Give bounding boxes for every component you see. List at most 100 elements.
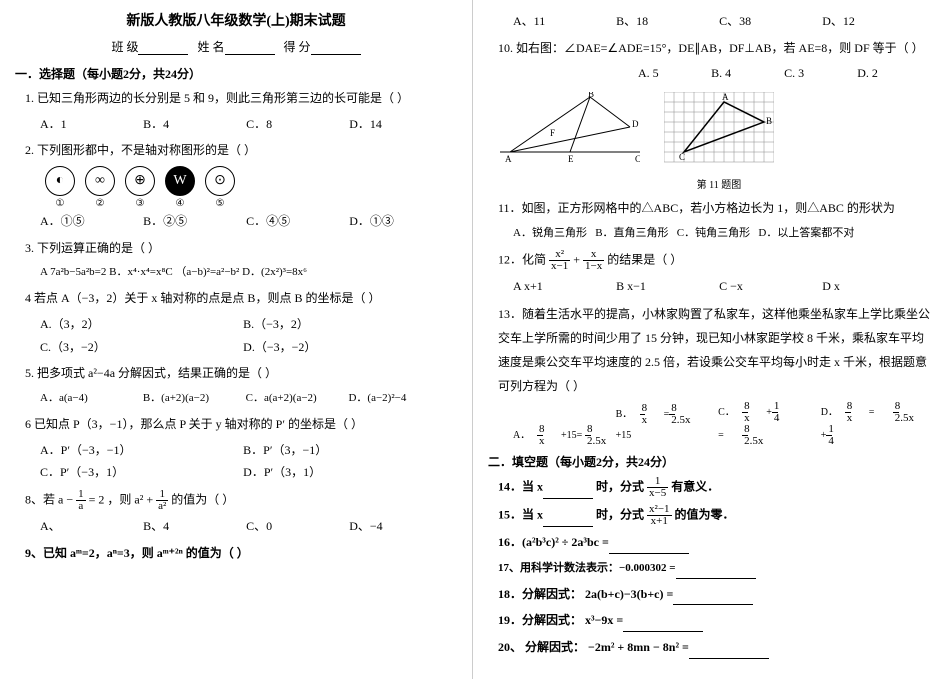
q7-b: B、4 <box>143 515 243 538</box>
q7-text: 8、若 a − 1a = 2 ，则 a² + 1a² 的值为（ ） <box>25 489 457 512</box>
q3-b: B．x⁴·x⁴=x⁸C <box>109 262 173 283</box>
class-label: 班 级 <box>111 40 138 54</box>
q3-d: D．(2x²)³=8x⁶ <box>242 262 307 283</box>
q2-opts: A．①⑤ B．②⑤ C．④⑤ D．①③ <box>40 210 457 233</box>
q4-d: D.（−3，−2） <box>243 336 443 359</box>
q12-pre: 12．化简 <box>498 252 546 266</box>
q5-text: 5. 把多项式 a²−4a 分解因式，结果正确的是（ ） <box>25 363 457 385</box>
logo-2: ∞② <box>85 166 115 196</box>
q2-text: 2. 下列图形都中，不是轴对称图形的是（ ） <box>25 140 457 162</box>
q10-b: B. 4 <box>711 62 781 85</box>
q9-a: A、11 <box>513 10 613 33</box>
q8-text: 9、已知 aᵐ=2，aⁿ=3，则 aᵐ⁺²ⁿ 的值为（ ） <box>25 543 457 565</box>
q4-b: B.（−3，2） <box>243 313 443 336</box>
q5-d: D．(a−2)²−4 <box>348 388 448 409</box>
q4-a: A.（3，2） <box>40 313 240 336</box>
svg-text:C: C <box>635 154 640 162</box>
grid-diagram: C A B 第 11 题图 <box>664 92 774 191</box>
q11-fig-label: 第 11 题图 <box>664 176 774 191</box>
q13-c: C．8x+14=82.5x <box>718 401 818 447</box>
q7-pre: 8、若 <box>25 492 55 506</box>
q3-a: A 7a²b−5a²b=2 <box>40 262 106 283</box>
q1-b: B．4 <box>143 113 243 136</box>
q20-text: 20、 分解因式： −2m² + 8mn − 8n² = <box>498 637 930 659</box>
q6-a: A．P′（−3，−1） <box>40 439 240 462</box>
header-line: 班 级 姓 名 得 分 <box>15 38 457 55</box>
q6-c: C．P′（−3，1） <box>40 461 240 484</box>
q6-opts: A．P′（−3，−1） B．P′（3，−1） C．P′（−3，1） D．P′（3… <box>40 439 457 485</box>
q5-opts: A．a(a−4) B．(a+2)(a−2) C．a(a+2)(a−2) D．(a… <box>40 388 457 409</box>
q13-b: B．8x=82.5x+15 <box>616 403 716 445</box>
q13-opts: A．8x+15=82.5x B．8x=82.5x+15 C．8x+14=82.5… <box>513 401 930 447</box>
triangle-diagram: A B D E F C <box>500 92 640 191</box>
left-column: 新版人教版八年级数学(上)期末试题 班 级 姓 名 得 分 一．选择题（每小题2… <box>0 0 473 679</box>
score-label: 得 分 <box>284 40 311 54</box>
q1-c: C．8 <box>246 113 346 136</box>
q7-c: C、0 <box>246 515 346 538</box>
section-1-head: 一．选择题（每小题2分，共24分） <box>15 65 457 82</box>
q12-opts: A x+1 B x−1 C −x D x <box>513 275 930 298</box>
q4-text: 4 若点 A（−3，2）关于 x 轴对称的点是点 B，则点 B 的坐标是（ ） <box>25 288 457 310</box>
q2-logos: ◐① ∞② ⊕③ W④ ⊙⑤ <box>45 166 457 196</box>
logo-5: ⊙⑤ <box>205 166 235 196</box>
q2-d: D．①③ <box>349 210 449 233</box>
q9-b: B、18 <box>616 10 716 33</box>
class-blank <box>138 43 188 55</box>
q11-d: D．以上答案都不对 <box>758 223 854 244</box>
q10-opts: A. 5 B. 4 C. 3 D. 2 <box>638 62 930 85</box>
q17-text: 17、用科学计数法表示：−0.000302 = <box>498 559 930 579</box>
q14-post: 有意义． <box>671 480 719 494</box>
q6-d: D．P′（3，1） <box>243 461 443 484</box>
q10-a: A. 5 <box>638 62 708 85</box>
right-column: A、11 B、18 C、38 D、12 10. 如右图：∠DAE=∠ADE=15… <box>473 0 945 679</box>
svg-text:D: D <box>632 119 639 129</box>
q10-d: D. 2 <box>857 62 927 85</box>
q2-a: A．①⑤ <box>40 210 140 233</box>
q12-d: D x <box>822 275 922 298</box>
logo-3: ⊕③ <box>125 166 155 196</box>
q15-mid: 时，分式 <box>596 508 644 522</box>
q1-text: 1. 已知三角形两边的长分别是 5 和 9，则此三角形第三边的长可能是（ ） <box>25 88 457 110</box>
q9-c: C、38 <box>719 10 819 33</box>
q2-b: B．②⑤ <box>143 210 243 233</box>
q1-a: A．1 <box>40 113 140 136</box>
q11-b: B．直角三角形 <box>595 223 668 244</box>
svg-text:B: B <box>766 116 772 126</box>
q6-text: 6 已知点 P（3，−1），那么点 P 关于 y 轴对称的 P′ 的坐标是（ ） <box>25 414 457 436</box>
q7-opts: A、 B、4 C、0 D、−4 <box>40 515 457 538</box>
name-blank <box>225 43 275 55</box>
svg-text:B: B <box>588 92 594 99</box>
q13-d: D．8x=82.5x+14 <box>821 401 921 447</box>
q4-c: C.（3，−2） <box>40 336 240 359</box>
q12-a: A x+1 <box>513 275 613 298</box>
q5-b: B．(a+2)(a−2) <box>143 388 243 409</box>
q15-pre: 15．当 x <box>498 508 543 522</box>
svg-text:E: E <box>568 154 574 162</box>
q11-opts: A．锐角三角形 B．直角三角形 C．钝角三角形 D．以上答案都不对 <box>513 223 930 244</box>
q12-post: 的结果是（ ） <box>607 252 682 266</box>
q3-c: （a−b)²=a²−b² <box>175 262 239 283</box>
q7-a: A、 <box>40 515 140 538</box>
svg-text:A: A <box>722 92 729 102</box>
q15-post: 的值为零． <box>675 508 735 522</box>
q14-mid: 时，分式 <box>596 480 644 494</box>
q14-text: 14．当 x 时，分式 1x−5 有意义． <box>498 476 930 499</box>
score-blank <box>311 43 361 55</box>
q12-text: 12．化简 x²x−1 + x1−x 的结果是（ ） <box>498 249 930 272</box>
q9-opts: A、11 B、18 C、38 D、12 <box>513 10 930 33</box>
diagrams-row: A B D E F C <box>498 90 920 193</box>
q18-text: 18．分解因式： 2a(b+c)−3(b+c) = <box>498 584 930 606</box>
q12-b: B x−1 <box>616 275 716 298</box>
svg-text:A: A <box>505 154 512 162</box>
name-label: 姓 名 <box>197 40 224 54</box>
q3-opts: A 7a²b−5a²b=2 B．x⁴·x⁴=x⁸C （a−b)²=a²−b² D… <box>40 262 457 283</box>
q14-pre: 14．当 x <box>498 480 543 494</box>
exam-title: 新版人教版八年级数学(上)期末试题 <box>15 10 457 30</box>
q19-text: 19．分解因式： x³−9x = <box>498 610 930 632</box>
q11-c: C．钝角三角形 <box>677 223 750 244</box>
q5-a: A．a(a−4) <box>40 388 140 409</box>
svg-text:C: C <box>679 152 685 162</box>
logo-1: ◐① <box>45 166 75 196</box>
section-2-head: 二．填空题（每小题2分，共24分） <box>488 453 930 470</box>
q15-text: 15．当 x 时，分式 x²−1x+1 的值为零． <box>498 504 930 527</box>
